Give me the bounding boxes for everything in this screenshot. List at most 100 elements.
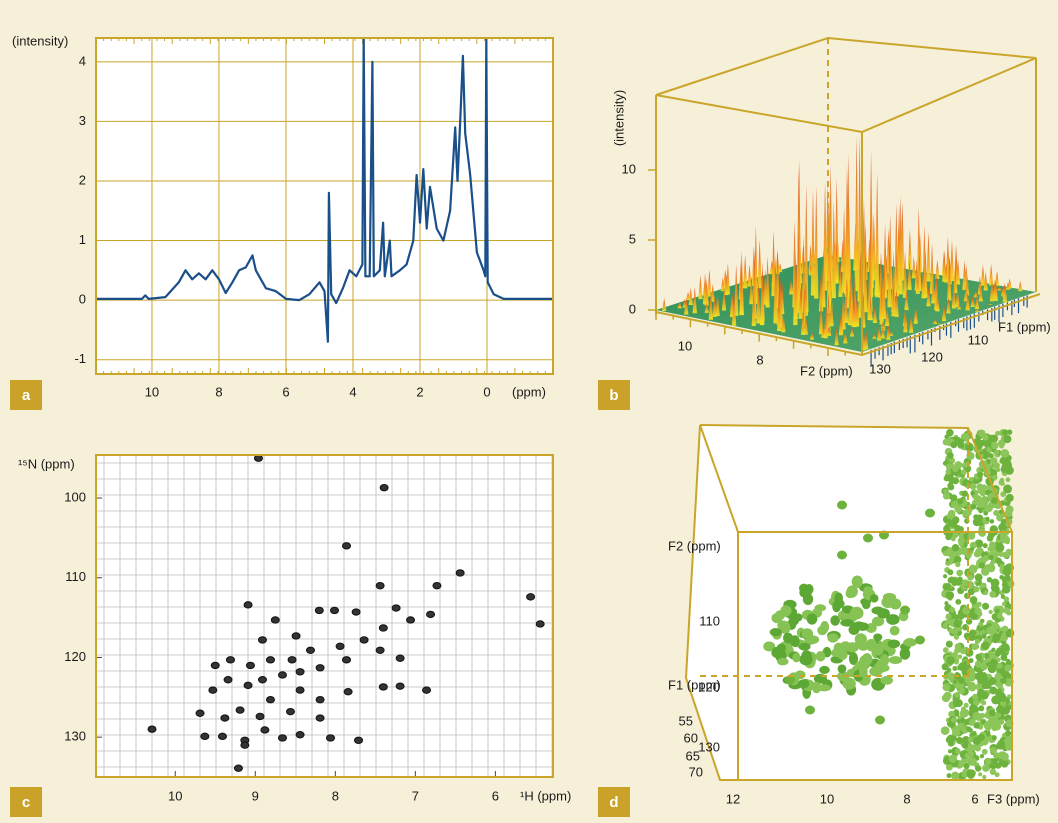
wall-blob bbox=[1004, 566, 1011, 573]
cluster-blob bbox=[900, 648, 911, 660]
wall-blob bbox=[991, 648, 995, 652]
x-tick-label: 10 bbox=[145, 384, 159, 399]
cluster-blob bbox=[852, 575, 863, 588]
cluster-blob bbox=[881, 596, 895, 608]
wall-blob bbox=[985, 517, 989, 521]
f2-tick-label: 130 bbox=[698, 739, 720, 754]
wall-blob bbox=[962, 743, 968, 749]
wall-blob bbox=[1002, 429, 1008, 435]
wall-blob bbox=[944, 601, 948, 605]
wall-blob bbox=[945, 583, 951, 589]
peak bbox=[288, 657, 296, 663]
wall-blob bbox=[989, 677, 997, 685]
peak bbox=[392, 605, 400, 611]
wall-blob bbox=[960, 648, 967, 655]
wall-blob bbox=[997, 633, 1002, 638]
wall-blob bbox=[991, 695, 1000, 704]
box-edge bbox=[656, 38, 1036, 132]
peak bbox=[292, 633, 300, 639]
wall-blob bbox=[966, 618, 972, 624]
wall-blob bbox=[971, 504, 977, 510]
wall-blob bbox=[975, 654, 981, 660]
cluster-blob bbox=[915, 636, 925, 645]
peak bbox=[396, 683, 404, 689]
wall-blob bbox=[978, 499, 986, 507]
wall-blob bbox=[951, 717, 956, 722]
y-tick-label: 130 bbox=[64, 729, 86, 744]
y-tick-label: 3 bbox=[79, 113, 86, 128]
x-tick-label: 9 bbox=[252, 788, 259, 803]
wall-blob bbox=[992, 735, 997, 740]
cluster-blob bbox=[814, 604, 826, 611]
wall-blob bbox=[952, 466, 958, 472]
wall-blob bbox=[948, 628, 953, 633]
wall-blob bbox=[956, 737, 963, 744]
wall-blob bbox=[986, 662, 991, 667]
f2-tick-label: 8 bbox=[756, 352, 763, 367]
y-tick-label: 120 bbox=[64, 649, 86, 664]
wall-blob bbox=[957, 613, 964, 620]
wall-blob bbox=[962, 606, 970, 614]
f1-tick-label: 110 bbox=[968, 332, 989, 347]
cluster-blob bbox=[925, 509, 935, 518]
peak bbox=[241, 742, 249, 748]
spectrum-spike bbox=[908, 230, 912, 270]
wall-blob bbox=[1001, 654, 1008, 661]
wall-blob bbox=[981, 634, 986, 639]
cluster-blob bbox=[840, 641, 851, 651]
x-tick-label: 8 bbox=[215, 384, 222, 399]
peak bbox=[379, 684, 387, 690]
spectrum-spike bbox=[698, 275, 702, 299]
wall-blob bbox=[981, 642, 989, 650]
wall-blob bbox=[975, 582, 979, 586]
peak bbox=[296, 687, 304, 693]
wall-blob bbox=[950, 441, 957, 448]
peak bbox=[234, 765, 242, 771]
y-tick-label: 100 bbox=[64, 489, 86, 504]
wall-blob bbox=[946, 469, 951, 474]
wall-blob bbox=[976, 714, 983, 721]
wall-blob bbox=[946, 429, 954, 437]
wall-blob bbox=[943, 574, 947, 578]
wall-blob bbox=[1002, 602, 1006, 606]
wall-blob bbox=[1003, 485, 1012, 494]
peak bbox=[236, 707, 244, 713]
wall-blob bbox=[988, 555, 994, 561]
peak bbox=[456, 570, 464, 576]
wall-blob bbox=[969, 477, 974, 482]
wall-blob bbox=[950, 494, 957, 501]
wall-blob bbox=[982, 749, 988, 755]
cluster-blob bbox=[890, 626, 900, 636]
wall-blob bbox=[981, 567, 989, 575]
wall-blob bbox=[972, 731, 977, 736]
z-tick-label: 0 bbox=[629, 301, 636, 316]
peak bbox=[278, 672, 286, 678]
wall-blob bbox=[957, 577, 962, 582]
peak bbox=[396, 655, 404, 661]
f2-axis-label: F2 (ppm) bbox=[668, 538, 721, 553]
wall-blob bbox=[941, 726, 950, 735]
peak bbox=[316, 715, 324, 721]
wall-blob bbox=[969, 719, 976, 726]
wall-blob bbox=[964, 709, 969, 714]
wall-blob bbox=[969, 565, 978, 574]
peak bbox=[209, 687, 217, 693]
cluster-blob bbox=[770, 628, 782, 636]
cluster-blob bbox=[790, 635, 800, 647]
cluster-blob bbox=[870, 594, 879, 602]
wall-blob bbox=[1006, 610, 1011, 615]
wall-blob bbox=[952, 544, 959, 551]
figure-layer: 1086420-101234(intensity)(ppm)a(intensit… bbox=[10, 33, 1051, 817]
wall-blob bbox=[999, 444, 1004, 449]
wall-blob bbox=[985, 759, 991, 765]
wall-blob bbox=[980, 440, 986, 446]
cluster-blob bbox=[889, 656, 903, 664]
wall-blob bbox=[982, 775, 986, 779]
wall-blob bbox=[958, 761, 965, 768]
peak bbox=[331, 607, 339, 613]
wall-blob bbox=[992, 442, 997, 447]
wall-blob bbox=[989, 710, 996, 717]
peak bbox=[266, 657, 274, 663]
cluster-blob bbox=[876, 660, 884, 669]
cluster-blob bbox=[795, 670, 806, 679]
